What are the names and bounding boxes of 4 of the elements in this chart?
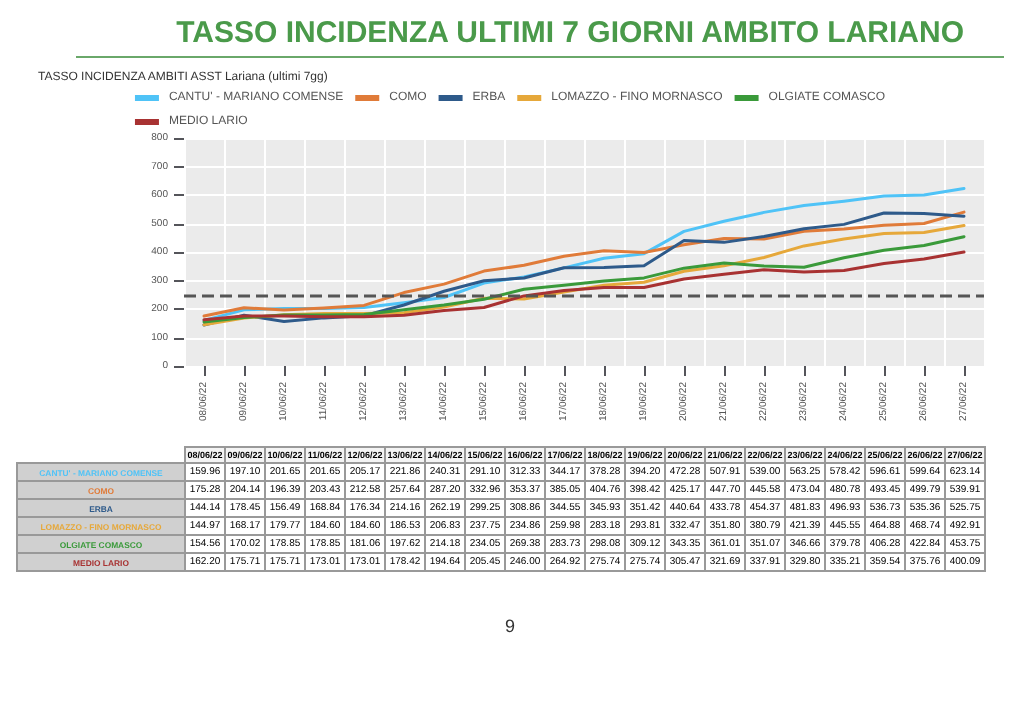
line-series: [202, 186, 966, 322]
chart-title: TASSO INCIDENZA ULTIMI 7 GIORNI AMBITO LARIANO: [76, 16, 1004, 58]
line-series: [202, 250, 966, 322]
text: 9: [502, 616, 517, 636]
